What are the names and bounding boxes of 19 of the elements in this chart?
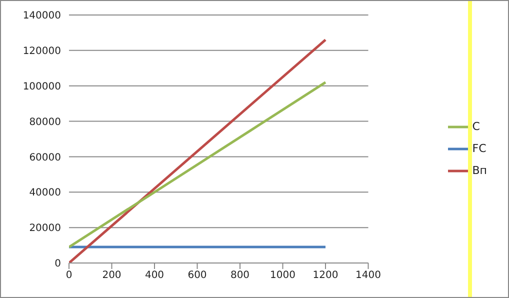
x-tick-label: 400 (144, 270, 164, 282)
y-tick-label: 100000 (22, 81, 61, 92)
x-tick-label: 1000 (270, 270, 296, 282)
x-tick-label: 200 (102, 270, 122, 282)
x-tick-label: 1200 (312, 270, 338, 282)
y-tick-label: 80000 (29, 116, 61, 128)
x-tick-label: 800 (230, 270, 250, 282)
y-tick-label: 20000 (29, 223, 61, 234)
legend-label: C (472, 120, 480, 133)
x-tick-label: 1400 (356, 270, 381, 282)
legend-label: Вп (472, 164, 487, 177)
x-tick-label: 0 (66, 270, 72, 282)
x-tick-label: 600 (188, 270, 207, 282)
y-tick-label: 0 (54, 258, 61, 270)
y-tick-label: 120000 (22, 46, 61, 57)
y-tick-label: 60000 (29, 152, 61, 164)
y-tick-label: 140000 (22, 10, 61, 22)
y-tick-label: 40000 (29, 188, 61, 199)
legend-label: FC (472, 142, 486, 155)
